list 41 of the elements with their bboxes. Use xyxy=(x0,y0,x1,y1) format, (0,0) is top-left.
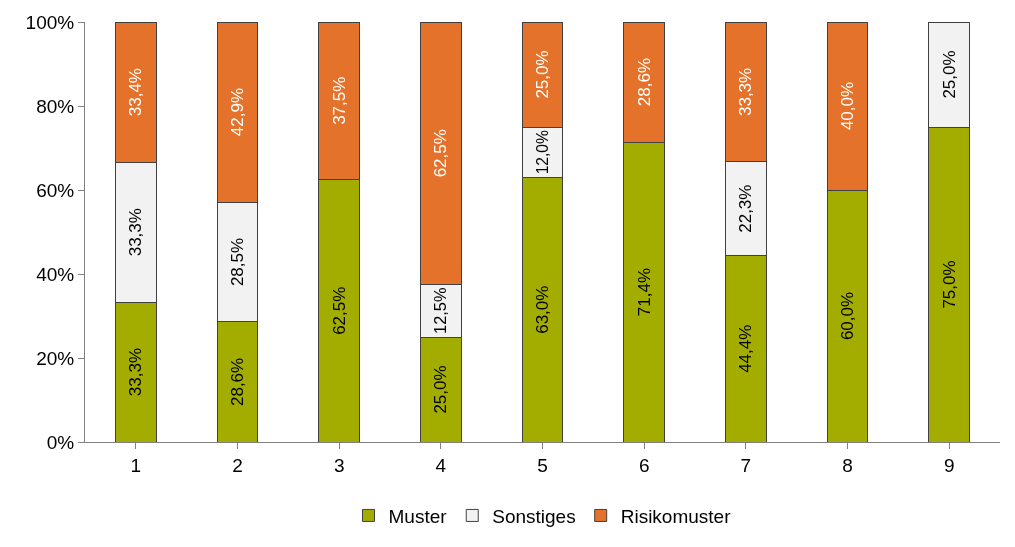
data-label: 42,9% xyxy=(228,87,247,137)
data-label: 33,3% xyxy=(736,67,756,117)
data-label: 62,5% xyxy=(431,129,451,178)
x-tick-label: 1 xyxy=(130,454,142,476)
x-tick-label: 7 xyxy=(740,454,752,476)
data-label: 25,0% xyxy=(533,50,552,99)
data-label: 33,3% xyxy=(126,208,146,257)
legend-label: Sonstiges xyxy=(492,505,576,527)
legend-label: Muster xyxy=(388,505,448,527)
y-tick-label: 20% xyxy=(36,347,75,369)
data-label: 37,5% xyxy=(329,76,349,125)
data-label: 22,3% xyxy=(736,184,756,233)
data-label: 75,0% xyxy=(939,260,959,309)
y-tick-label: 0% xyxy=(46,431,75,453)
x-tick-label: 4 xyxy=(435,454,447,476)
data-label: 60,0% xyxy=(838,291,857,341)
y-tick-label: 60% xyxy=(36,179,75,201)
data-label: 33,4% xyxy=(126,68,146,117)
data-label: 28,6% xyxy=(634,57,654,107)
data-label: 71,4% xyxy=(634,267,654,317)
x-tick-label: 6 xyxy=(638,454,650,476)
data-label: 25,0% xyxy=(431,365,451,414)
y-tick-label: 40% xyxy=(36,263,75,285)
y-tick-label: 100% xyxy=(25,11,75,33)
legend-label: Risikomuster xyxy=(620,505,732,527)
x-tick-label: 9 xyxy=(943,454,955,476)
data-label: 63,0% xyxy=(533,285,552,334)
data-label: 62,5% xyxy=(329,286,349,335)
data-label: 40,0% xyxy=(838,81,857,131)
x-tick-label: 8 xyxy=(842,454,853,476)
y-tick-label: 80% xyxy=(36,95,75,117)
data-label: 44,4% xyxy=(736,324,756,373)
data-label: 33,3% xyxy=(126,347,146,397)
x-tick-label: 5 xyxy=(537,454,548,476)
x-tick-label: 2 xyxy=(232,454,243,476)
x-tick-label: 3 xyxy=(333,454,345,476)
data-label: 25,0% xyxy=(939,50,959,99)
data-label: 12,5% xyxy=(431,287,450,334)
data-label: 28,5% xyxy=(228,237,247,287)
data-label: 28,6% xyxy=(228,357,247,407)
data-label: 12,0% xyxy=(533,129,551,175)
